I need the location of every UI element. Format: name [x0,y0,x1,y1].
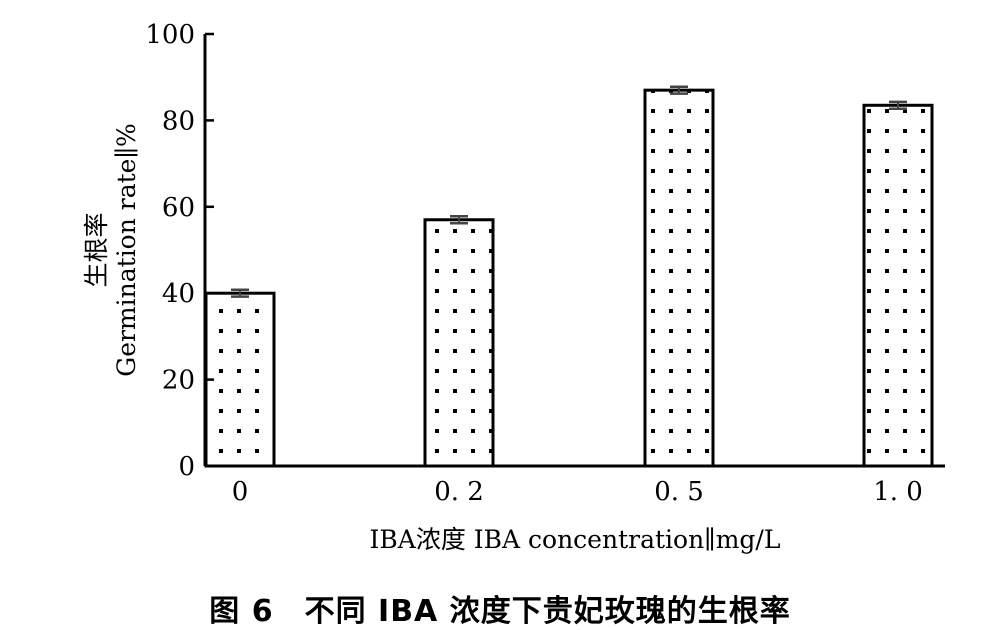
error-bar [670,85,688,95]
y-tick-label: 100 [145,20,195,50]
x-axis-label: IBA浓度 IBA concentration∥mg/L [370,525,781,554]
error-bar [889,100,907,110]
y-tick-label: 60 [162,193,195,223]
x-tick-label: 0 [232,477,249,507]
y-tick-label: 80 [162,106,195,136]
x-tick-label: 0. 5 [654,477,704,507]
bar-chart: 0 20 40 60 80 100 0 0. 2 0. 5 1. 0 IBA浓度 IBA con… [82,20,945,554]
figure-caption: 图 6 不同 IBA 浓度下贵妃玫瑰的生根率 [209,594,791,629]
bar [862,103,934,468]
y-tick-label: 20 [162,366,195,396]
bar [423,218,495,468]
error-bars-group [231,85,907,298]
bars-group [204,88,934,468]
y-axis-label-cn: 生根率 [82,212,111,287]
bar [643,88,715,468]
error-bar [450,215,468,225]
y-ticks-group: 0 20 40 60 80 100 [145,20,214,482]
y-axis-label-en: Germination rate∥% [112,123,141,377]
y-tick-label: 40 [162,279,195,309]
error-bar [231,288,249,298]
y-tick-label: 0 [178,452,195,482]
x-tick-label: 1. 0 [873,477,923,507]
x-ticks-group: 0 0. 2 0. 5 1. 0 [232,477,923,507]
bar [204,291,276,468]
x-tick-label: 0. 2 [434,477,484,507]
